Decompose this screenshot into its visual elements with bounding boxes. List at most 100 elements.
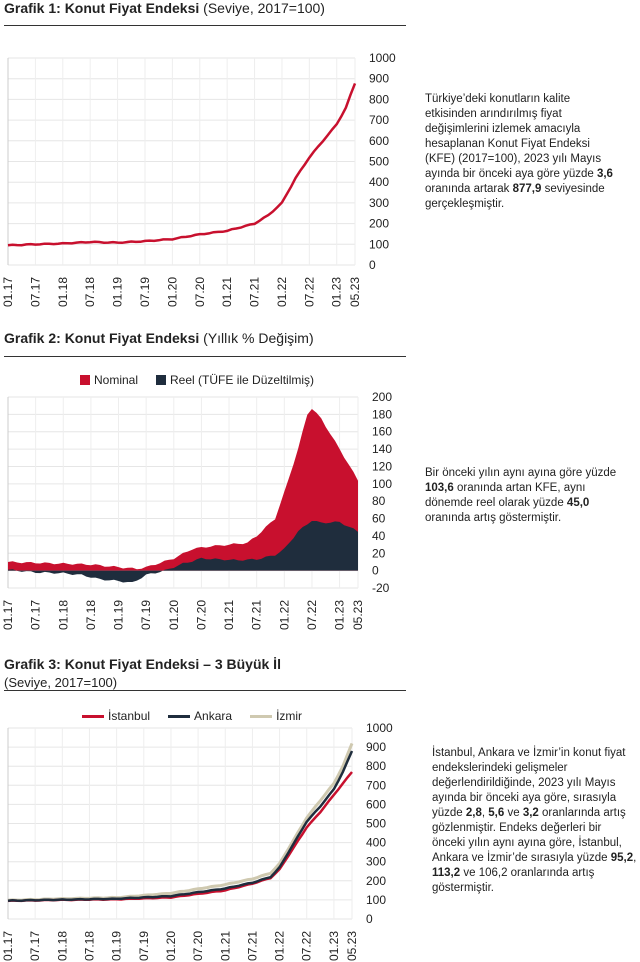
chart3-svg: 0 100 200 300 400 500 600 700 800 900 1000 01.17 07.… <box>1 721 393 961</box>
chart2-y-tick-label: 100 <box>372 477 392 491</box>
chart1-y-tick-label: 700 <box>369 113 389 127</box>
chart2-series-nominal-area <box>8 409 358 571</box>
chart3-note: İstanbul, Ankara ve İzmir’in konut fiyat… <box>432 747 637 894</box>
chart1-x-tick-label: 01.20 <box>165 277 179 307</box>
chart2-note: Bir önceki yılın aynı ayına göre yüzde 1… <box>425 467 617 524</box>
chart2-title-rest: (Yıllık % Değişim) <box>199 330 314 346</box>
chart3-rule <box>4 690 406 691</box>
chart3-y-tick-label: 100 <box>366 893 386 907</box>
chart3-y-tick-label: 0 <box>366 912 373 926</box>
chart3-subtitle: (Seviye, 2017=100) <box>4 675 118 690</box>
chart1-y-tick-label: 300 <box>369 196 389 210</box>
chart2-x-tick-label: 07.17 <box>29 600 43 630</box>
chart3-y-tick-label: 700 <box>366 778 386 792</box>
chart1-y-tick-label: 400 <box>369 175 389 189</box>
chart2-x-tick-label: 01.21 <box>222 600 236 630</box>
chart3-x-tick-label: 01.17 <box>1 931 15 961</box>
chart1-y-tick-label: 1000 <box>369 51 396 65</box>
chart3-series-line-ankara <box>7 750 354 902</box>
chart3-y-tick-label: 1000 <box>366 721 393 735</box>
chart1-y-tick-label: 0 <box>369 258 376 272</box>
chart1-title-bold: Grafik 1: Konut Fiyat Endeksi <box>4 0 200 16</box>
chart2-y-tick-label: 160 <box>372 425 392 439</box>
chart1-y-tick-label: 200 <box>369 217 389 231</box>
legend-label-ankara: Ankara <box>194 709 233 723</box>
legend-item-istanbul: İstanbul <box>82 709 150 723</box>
chart2-y-tick-label: 0 <box>372 564 379 578</box>
legend-item-ankara: Ankara <box>168 709 232 723</box>
chart3-x-tick-label: 07.22 <box>300 931 314 961</box>
chart3-x-tick-label: 01.22 <box>273 931 287 961</box>
chart2-x-tick-label: 07.19 <box>139 600 153 630</box>
chart1-y-tick-label: 600 <box>369 134 389 148</box>
chart1-rule <box>4 25 406 26</box>
chart2-title-bold: Grafik 2: Konut Fiyat Endeksi <box>4 330 200 346</box>
chart1-y-tick-label: 100 <box>369 237 389 251</box>
chart2-y-tick-label: 40 <box>372 529 386 543</box>
chart2-x-tick-label: 01.18 <box>56 600 70 630</box>
legend-swatch-izmir <box>250 714 273 718</box>
legend-swatch-nominal <box>80 375 90 385</box>
chart3-y-tick-label: 300 <box>366 855 386 869</box>
legend-label-izmir: İzmir <box>276 709 303 723</box>
chart2-x-tick-label: 01.22 <box>277 600 291 630</box>
legend-label-reel: Reel (TÜFE ile Düzeltilmiş) <box>170 373 315 387</box>
chart3-x-tick-label: 07.21 <box>245 931 259 961</box>
chart1-x-tick-label: 01.19 <box>111 277 125 307</box>
chart2-y-tick-label: 60 <box>372 512 386 526</box>
chart3-y-tick-label: 200 <box>366 874 386 888</box>
chart1-svg: 0 100 200 300 400 500 600 700 800 900 1000 01.17 07.… <box>1 51 396 307</box>
chart2-x-tick-label: 07.18 <box>84 600 98 630</box>
chart2-rule <box>4 356 406 357</box>
chart2-legend: Nominal Reel (TÜFE ile Düzeltilmiş) <box>80 373 314 387</box>
chart2-x-tick-label: 07.21 <box>250 600 264 630</box>
chart3-y-tick-label: 500 <box>366 817 386 831</box>
chart2-y-tick-label: -20 <box>372 581 390 595</box>
chart2-x-tick-label: 01.23 <box>333 600 347 630</box>
chart1-x-tick-label: 07.20 <box>193 277 207 307</box>
chart3-x-tick-label: 01.21 <box>218 931 232 961</box>
chart3-x-tick-label: 01.18 <box>55 931 69 961</box>
chart1-x-tick-label: 07.21 <box>248 277 262 307</box>
chart1-x-tick-label: 01.18 <box>56 277 70 307</box>
chart1-x-tick-label: 05.23 <box>348 277 362 307</box>
chart2-x-tick-label: 07.22 <box>305 600 319 630</box>
chart1-x-tick-label: 01.17 <box>1 277 15 307</box>
legend-label-nominal: Nominal <box>94 373 139 387</box>
chart2-x-tick-label: 01.20 <box>167 600 181 630</box>
chart1-y-tick-label: 500 <box>369 155 389 169</box>
chart1-x-tick-label: 07.17 <box>28 277 42 307</box>
legend-swatch-reel <box>156 375 167 385</box>
chart1-x-tick-label: 07.19 <box>138 277 152 307</box>
legend-item-izmir: İzmir <box>250 709 302 723</box>
chart3-series-line-istanbul <box>7 771 353 903</box>
chart3-y-tick-label: 900 <box>366 740 386 754</box>
chart2-svg: -20 0 20 40 60 80 100 120 140 160 180 200 01.17 07.17… <box>1 390 392 630</box>
chart3-y-tick-label: 600 <box>366 797 386 811</box>
chart3-x-tick-label: 07.17 <box>28 931 42 961</box>
chart3-x-tick-label: 01.19 <box>110 931 124 961</box>
chart2-y-tick-label: 80 <box>372 494 386 508</box>
chart2-y-tick-label: 200 <box>372 390 392 404</box>
chart3-x-tick-label: 07.18 <box>82 931 96 961</box>
chart3-title: Grafik 3: Konut Fiyat Endeksi – 3 Büyük … <box>4 656 281 672</box>
chart2-y-tick-label: 120 <box>372 459 392 473</box>
chart1-y-tick-label: 800 <box>369 92 389 106</box>
chart3-title-bold: Grafik 3: Konut Fiyat Endeksi – 3 Büyük … <box>4 656 281 672</box>
chart3-x-tick-label: 05.23 <box>345 931 359 961</box>
chart2-x-tick-label: 01.17 <box>1 600 15 630</box>
chart3-legend: İstanbul Ankara İzmir <box>82 709 302 723</box>
legend-swatch-ankara <box>168 714 191 718</box>
chart2-y-tick-label: 140 <box>372 442 392 456</box>
chart3-x-tick-label: 07.20 <box>191 931 205 961</box>
chart1-note: Türkiye’deki konutların kalite etkisinde… <box>425 93 613 210</box>
chart3-y-tick-label: 800 <box>366 759 386 773</box>
chart1-x-tick-label: 07.22 <box>302 277 316 307</box>
chart1-title: Grafik 1: Konut Fiyat Endeksi (Seviye, 2… <box>4 0 325 16</box>
chart3-y-tick-label: 400 <box>366 836 386 850</box>
chart2-x-tick-label: 07.20 <box>194 600 208 630</box>
legend-label-istanbul: İstanbul <box>108 709 151 723</box>
chart1-x-tick-label: 01.23 <box>330 277 344 307</box>
chart2-y-tick-label: 180 <box>372 407 392 421</box>
chart2-y-tick-label: 20 <box>372 546 386 560</box>
